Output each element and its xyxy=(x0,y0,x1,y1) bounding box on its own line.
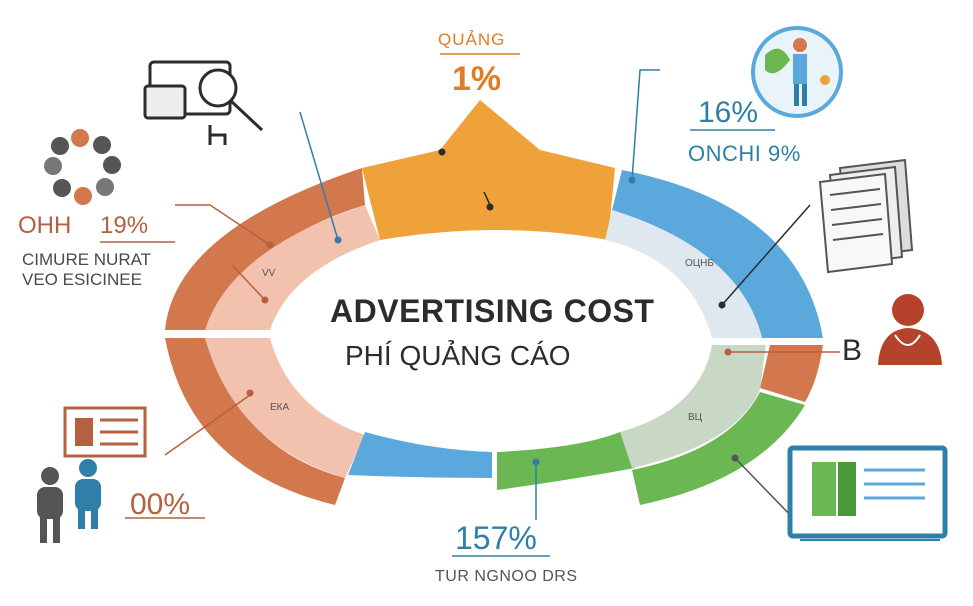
connector-top-inner xyxy=(483,191,491,206)
title-vietnamese: PHÍ QUẢNG CÁO xyxy=(345,340,571,371)
label-left-sub-1: CIMURE NURAT xyxy=(22,250,152,269)
label-top-right-percent: 16% xyxy=(698,96,759,129)
connector-left xyxy=(175,204,271,246)
presenter-circle-icon xyxy=(751,26,843,118)
presentation-card-icon xyxy=(63,406,147,458)
segment-terracotta-upper xyxy=(165,168,365,330)
computer-magnifier-icon xyxy=(143,60,264,145)
label-right-letter: B xyxy=(842,334,863,367)
connector-left-inner xyxy=(231,264,266,301)
segment-label-right-upper: ОЦНБ xyxy=(685,258,714,269)
user-avatar-icon xyxy=(878,294,942,365)
label-bottom-left-percent: 00% xyxy=(130,488,191,521)
segment-blue-right xyxy=(612,170,823,338)
segment-label-left-inner: VV xyxy=(262,268,276,279)
label-left-sub-2: VEO ESICINEE xyxy=(22,270,142,289)
segment-orange xyxy=(362,100,615,240)
label-left-percent: 19% xyxy=(100,212,149,239)
label-top-small: QUẢNG xyxy=(438,30,506,49)
people-icon xyxy=(37,459,101,543)
label-left-code: OHH xyxy=(18,212,72,239)
connector-bottom-left xyxy=(164,394,251,456)
ring xyxy=(165,100,823,505)
segment-terracotta-lower xyxy=(165,338,345,505)
segment-blue-bottom xyxy=(348,432,492,478)
connectors xyxy=(100,53,840,557)
monitor-chart-icon xyxy=(787,445,948,541)
label-top-percent: 1% xyxy=(452,60,502,98)
connector-top-left xyxy=(299,111,339,241)
label-bottom-percent: 157% xyxy=(455,520,537,556)
segment-terracotta-right xyxy=(760,345,823,402)
label-bottom-sub: TUR NGNOO DRS xyxy=(435,568,578,585)
ring-circles-icon xyxy=(44,129,121,205)
segment-salmon-lower xyxy=(205,338,365,478)
document-stack-icon xyxy=(818,158,914,274)
label-top-right-sub: ONCHI 9% xyxy=(688,141,801,166)
segment-label-left-lower: ЕКА xyxy=(270,402,290,413)
connector-top-right xyxy=(631,69,660,181)
segment-greenlight-right xyxy=(620,345,766,468)
segment-green-bottom xyxy=(497,432,635,490)
connector-right-lower xyxy=(734,457,796,521)
segment-label-right-lower: ВЦ xyxy=(688,412,703,423)
segment-green-right xyxy=(632,392,805,505)
connector-right-upper xyxy=(721,204,811,306)
title-english: ADVERTISING COST xyxy=(330,293,655,329)
